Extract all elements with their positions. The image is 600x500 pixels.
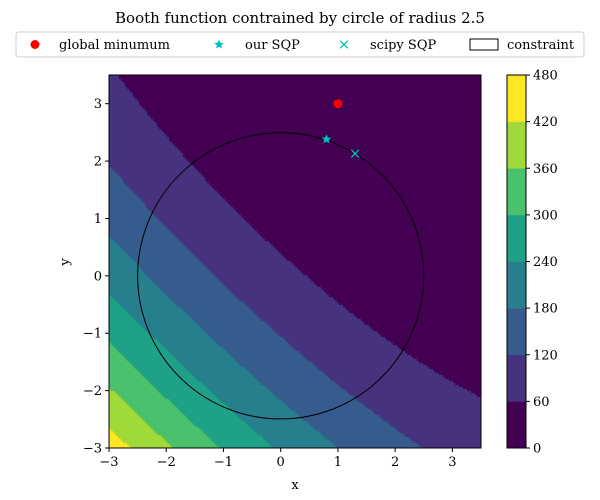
legend-label-our-sqp: our SQP [245,38,300,53]
chart-title: Booth function contrained by circle of r… [115,9,485,27]
legend: global minumum our SQP scipy SQP constra… [16,32,584,57]
plot-area [109,75,482,450]
legend-label-constraint: constraint [507,38,575,53]
legend-marker-global-minimum [31,40,40,49]
legend-label-scipy-sqp: scipy SQP [370,38,436,53]
contour-fill [109,75,482,450]
legend-label-global-minimum: global minumum [59,38,170,53]
